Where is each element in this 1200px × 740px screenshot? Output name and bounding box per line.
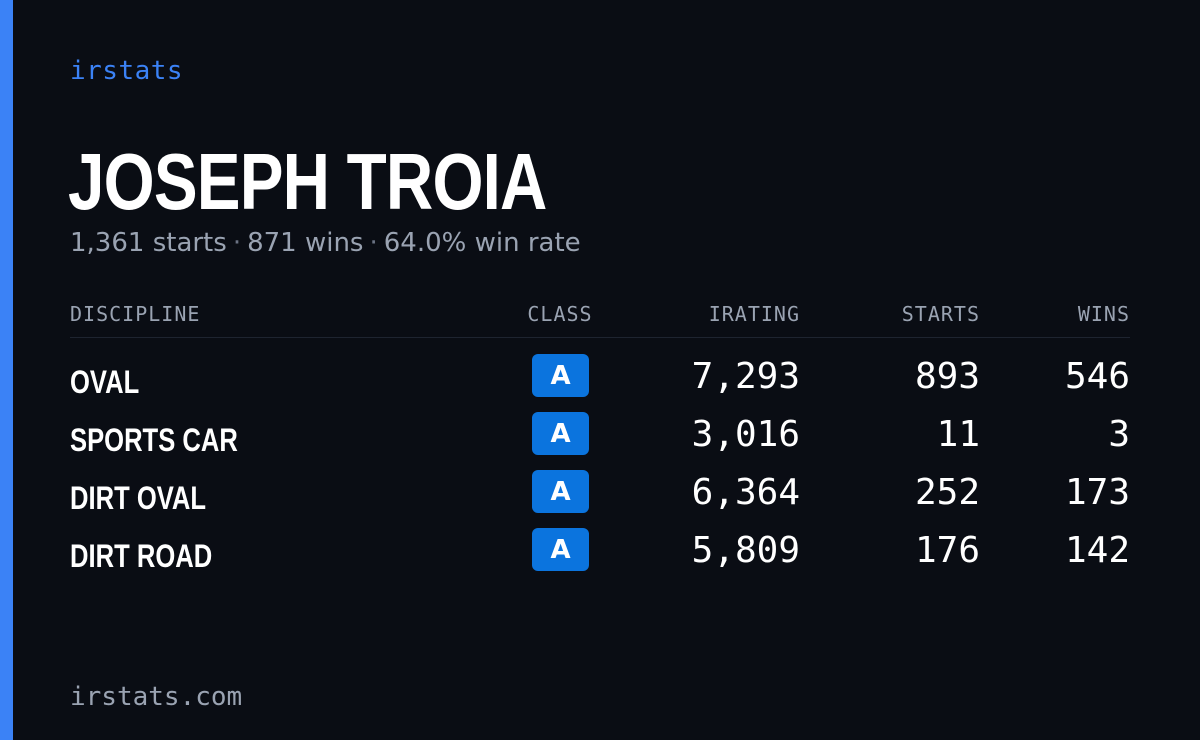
row-wins: 173 (1064, 472, 1130, 513)
header-class-label: CLASS (527, 302, 593, 326)
footer-site-url: irstats.com (70, 682, 243, 712)
row-discipline: DIRT ROAD (70, 538, 213, 574)
summary-starts: 1,361 starts (70, 228, 227, 258)
row-irating: 3,016 (691, 414, 800, 455)
table-row: SPORTS CAR A 3,016 11 3 (70, 412, 1130, 470)
row-discipline: DIRT OVAL (70, 480, 207, 516)
class-badge: A (532, 412, 589, 455)
row-wins: 3 (1108, 414, 1130, 455)
row-irating: 7,293 (691, 356, 800, 397)
row-discipline: OVAL (70, 364, 140, 400)
row-discipline: SPORTS CAR (70, 422, 238, 458)
class-badge: A (532, 354, 589, 397)
summary-separator: · (369, 228, 378, 258)
header-wins: WINS (1077, 302, 1130, 326)
row-irating: 5,809 (691, 530, 800, 571)
table-row: DIRT OVAL A 6,364 252 173 (70, 470, 1130, 528)
accent-bar (0, 0, 13, 740)
summary-separator: · (232, 228, 242, 258)
row-wins: 142 (1064, 530, 1130, 571)
class-badge: A (532, 470, 589, 513)
driver-summary: 1,361 starts · 871 wins · 64.0% win rate (70, 228, 581, 258)
header-starts: STARTS (901, 302, 980, 326)
row-starts: 893 (914, 356, 980, 397)
row-wins: 546 (1064, 356, 1130, 397)
brand-logo: irstats (70, 56, 184, 86)
class-badge: A (532, 528, 589, 571)
header-discipline: DISCIPLINE (70, 302, 201, 326)
summary-win-rate: 64.0% win rate (383, 228, 581, 258)
driver-name: JOSEPH TROIA (68, 137, 547, 226)
row-irating: 6,364 (691, 472, 800, 513)
header-irating: IRATING (708, 302, 800, 326)
row-starts: 252 (914, 472, 980, 513)
row-starts: 176 (914, 530, 980, 571)
summary-wins: 871 wins (247, 228, 364, 258)
table-header: DISCIPLINE CLASS IRATING STARTS WINS (70, 300, 1130, 338)
table-row: DIRT ROAD A 5,809 176 142 (70, 528, 1130, 586)
row-starts: 11 (936, 414, 980, 455)
table-row: OVAL A 7,293 893 546 (70, 354, 1130, 412)
